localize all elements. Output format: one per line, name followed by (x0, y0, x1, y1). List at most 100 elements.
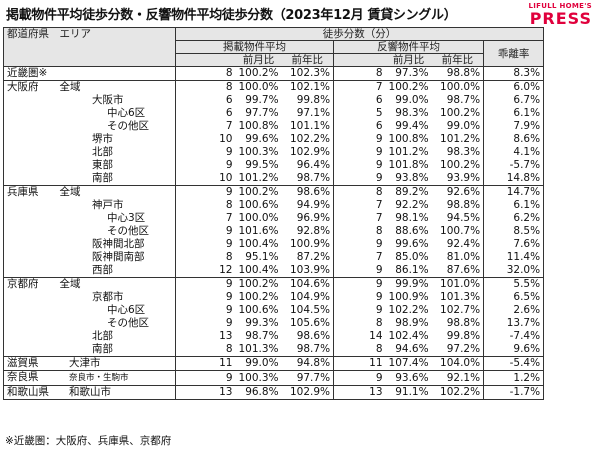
response-yoy-cell: 87.6% (431, 264, 485, 278)
region-name-cell: 阪神間北部 (3, 238, 176, 251)
region-name: その他区 (107, 225, 149, 237)
response-mom-cell: 99.4% (395, 120, 429, 132)
response-mom-cell: 98.3% (395, 107, 429, 119)
listed-avg-cell: 9 (225, 238, 233, 250)
listed-yoy-cell: 98.7% (281, 343, 335, 357)
gap-rate-cell: 7.9% (483, 120, 545, 133)
table-row: 堺市 10 99.6% 102.2% 9 100.8% 101.2% 8.6% (3, 133, 545, 146)
table-row: 大阪府 全域 8 100.0% 102.1% 7 100.2% 100.0% 6.0% (3, 80, 545, 94)
region-name-cell: 堺市 (3, 133, 176, 146)
response-yoy-cell: 98.3% (431, 146, 485, 159)
response-yoy-cell: 99.8% (431, 330, 485, 343)
response-mom-cell: 92.2% (395, 199, 429, 211)
response-avg-cell: 8 (375, 317, 383, 329)
listed-mom-cell: 100.2% (235, 185, 282, 199)
listed-yoy-cell: 99.8% (281, 94, 335, 107)
region-name-cell: 東部 (3, 159, 176, 172)
region-name-cell: 西部 (3, 264, 176, 278)
listed-avg-cell: 8 (175, 80, 236, 94)
response-mom-cell: 100.8% (388, 133, 429, 145)
region-name-cell: 和歌山県 和歌山市 (3, 385, 176, 400)
response-yoy-cell: 81.0% (431, 251, 485, 264)
response-yoy-cell: 104.0% (431, 356, 485, 371)
header-response-avg-blank (333, 53, 386, 67)
table-row: その他区 9 99.3% 105.6% 8 98.9% 98.8% 13.7% (3, 317, 545, 330)
listed-avg-cell: 9 (225, 317, 233, 329)
listed-avg-cell: 9 (175, 370, 236, 386)
gap-rate-cell: 6.1% (483, 107, 545, 120)
table-row: 兵庫県 全域 9 100.2% 98.6% 8 89.2% 92.6% 14.7% (3, 185, 545, 199)
gap-rate-cell: -1.7% (483, 385, 545, 400)
region-name: 北部 (92, 330, 113, 342)
listed-yoy-cell: 105.6% (281, 317, 335, 330)
response-mom-cell: 93.6% (385, 370, 432, 386)
region-name: 兵庫県 全域 (7, 186, 81, 198)
listed-mom-cell: 99.5% (245, 159, 279, 171)
listed-yoy-cell: 102.3% (281, 66, 335, 81)
region-name: その他区 (107, 317, 149, 329)
gap-rate-cell: 7.6% (483, 238, 545, 251)
response-avg-cell: 9 (375, 264, 383, 276)
listed-yoy-cell: 102.1% (281, 80, 335, 94)
response-avg-cell: 8 (333, 66, 386, 81)
listed-avg-cell: 10 (219, 172, 233, 184)
listed-yoy-cell: 96.4% (281, 159, 335, 172)
header-walk-minutes: 徒歩分数（分） (175, 27, 545, 41)
region-name: 西部 (92, 264, 113, 276)
gap-rate-cell: 13.7% (483, 317, 545, 330)
table-row: 中心3区 7 100.0% 96.9% 7 98.1% 94.5% 6.2% (3, 212, 545, 225)
gap-rate-cell: 14.8% (483, 172, 545, 186)
region-name-cell: 大阪府 全域 (3, 80, 176, 94)
response-mom-cell: 100.2% (385, 80, 432, 94)
listed-avg-cell: 7 (225, 212, 233, 224)
listed-mom-cell: 95.1% (245, 251, 279, 263)
listed-avg-cell: 6 (225, 107, 233, 119)
region-name: 神戸市 (92, 199, 124, 211)
response-avg-cell: 9 (333, 277, 386, 291)
table-row: 京都市 9 100.2% 104.9% 9 100.9% 101.3% 6.5% (3, 291, 545, 304)
response-yoy-cell: 101.2% (431, 133, 485, 146)
region-name: 中心3区 (107, 212, 146, 224)
response-avg-cell: 6 (375, 94, 383, 106)
response-yoy-cell: 98.7% (431, 94, 485, 107)
listed-yoy-cell: 94.8% (281, 356, 335, 371)
gap-rate-cell: 6.5% (483, 291, 545, 304)
listed-yoy-cell: 96.9% (281, 212, 335, 225)
region-name: 京都府 全域 (7, 278, 81, 290)
listed-mom-cell: 100.4% (238, 264, 279, 276)
listed-avg-cell: 10 (219, 133, 233, 145)
gap-rate-cell: -5.7% (483, 159, 545, 172)
sub-area-name: 和歌山市 (69, 386, 111, 399)
table-row: その他区 7 100.8% 101.1% 6 99.4% 99.0% 7.9% (3, 120, 545, 133)
response-yoy-cell: 92.4% (431, 238, 485, 251)
table-row: 滋賀県 大津市 11 99.0% 94.8% 11 107.4% 104.0% -5.4% (3, 356, 545, 371)
response-avg-cell: 6 (375, 120, 383, 132)
table-row: 近畿圏※ 8 100.2% 102.3% 8 97.3% 98.8% 8.3% (3, 66, 545, 81)
region-name: 南部 (92, 343, 113, 355)
region-name: 近畿圏※ (7, 67, 48, 80)
response-mom-cell: 100.9% (388, 291, 429, 303)
response-yoy-cell: 98.8% (431, 199, 485, 212)
gap-rate-cell: 5.5% (483, 277, 545, 291)
region-name: その他区 (107, 120, 149, 132)
listed-yoy-cell: 102.9% (281, 385, 335, 400)
region-name-cell: 南部 (3, 172, 176, 186)
region-name: 和歌山県 (7, 386, 49, 399)
region-name-cell: 南部 (3, 343, 176, 357)
listed-mom-cell: 100.4% (238, 238, 279, 250)
region-name: 阪神間北部 (92, 238, 145, 250)
response-avg-cell: 14 (369, 330, 383, 342)
response-mom-cell: 102.4% (388, 330, 429, 342)
region-name: 中心6区 (107, 107, 146, 119)
listed-mom-cell: 96.8% (235, 385, 282, 400)
region-name-cell: 兵庫県 全域 (3, 185, 176, 199)
response-mom-cell: 98.1% (395, 212, 429, 224)
table-row: 南部 10 101.2% 98.7% 9 93.8% 93.9% 14.8% (3, 172, 545, 186)
listed-avg-cell: 11 (175, 356, 236, 371)
gap-rate-cell: 6.0% (483, 80, 545, 94)
listed-yoy-cell: 104.5% (281, 304, 335, 317)
region-name-cell: 滋賀県 大津市 (3, 356, 176, 371)
header-response: 反響物件平均 (333, 40, 485, 54)
response-yoy-cell: 99.0% (431, 120, 485, 133)
response-mom-cell: 93.8% (395, 172, 429, 184)
